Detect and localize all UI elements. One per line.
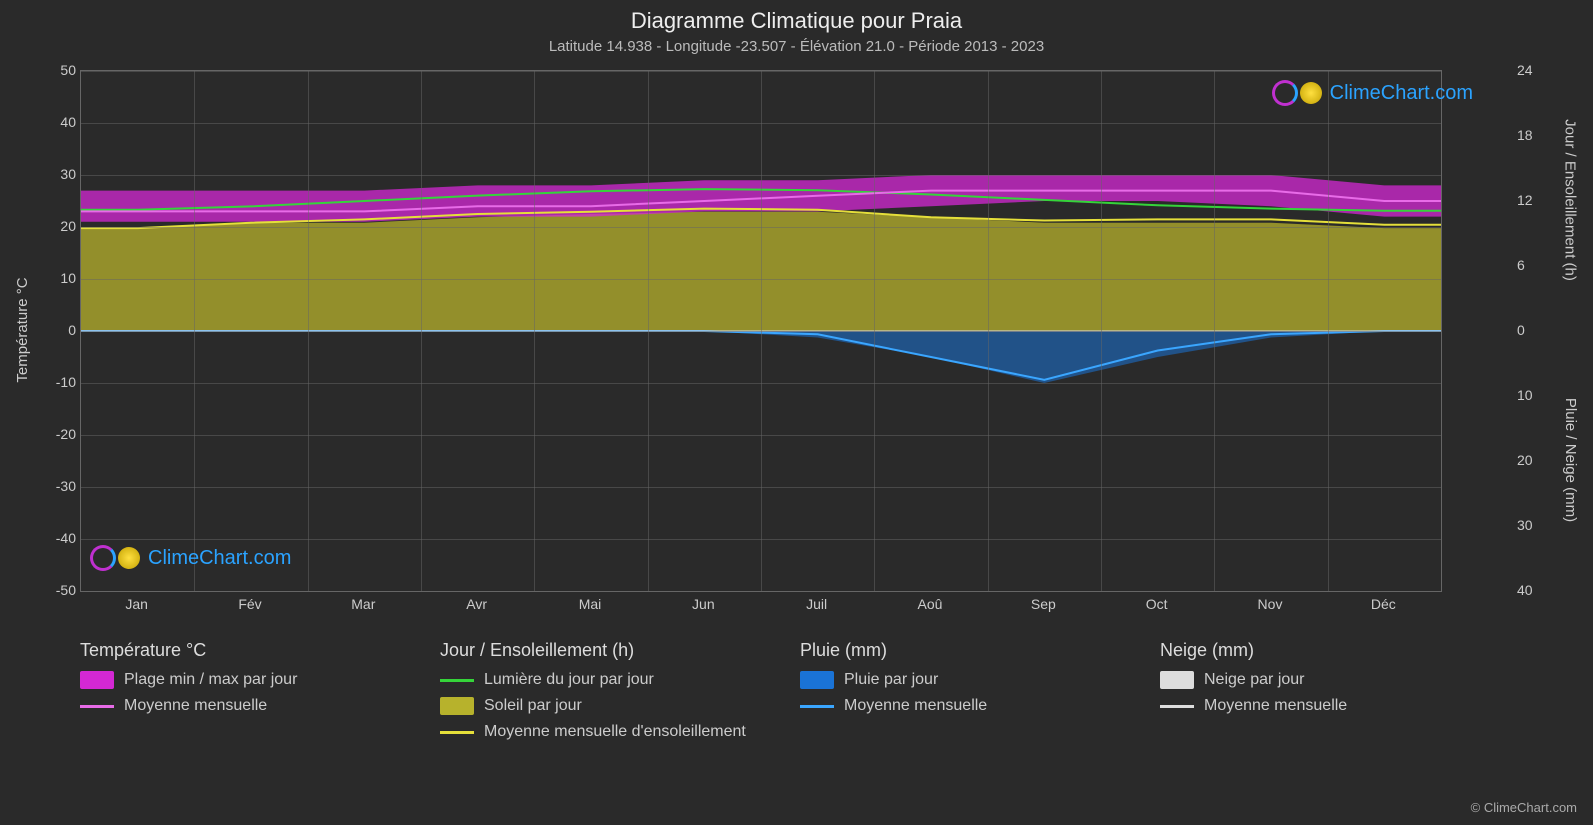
legend-column: Température °C Plage min / max par jour Mo… — [80, 640, 440, 749]
legend-label: Moyenne mensuelle — [124, 697, 267, 715]
legend-column: Jour / Ensoleillement (h) Lumière du jour… — [440, 640, 800, 749]
brand-logo-bottom: ClimeChart.com — [90, 545, 291, 571]
climate-chart: Diagramme Climatique pour Praia Latitude… — [0, 0, 1593, 825]
legend-item: Neige par jour — [1160, 671, 1520, 689]
legend-label: Pluie par jour — [844, 671, 938, 689]
ytick-left: 40 — [44, 114, 76, 130]
legend-item: Plage min / max par jour — [80, 671, 440, 689]
legend-head: Jour / Ensoleillement (h) — [440, 640, 800, 661]
legend-item: Pluie par jour — [800, 671, 1160, 689]
legend-label: Neige par jour — [1204, 671, 1305, 689]
month-label: Juil — [806, 596, 827, 612]
ytick-right-bottom: 30 — [1517, 517, 1549, 533]
ytick-right-top: 24 — [1517, 62, 1549, 78]
month-label: Fév — [238, 596, 261, 612]
plot-area — [80, 70, 1442, 592]
legend-column: Neige (mm) Neige par jour Moyenne mensuell… — [1160, 640, 1520, 749]
ytick-left: 20 — [44, 218, 76, 234]
legend-swatch — [1160, 705, 1194, 708]
legend-label: Moyenne mensuelle d'ensoleillement — [484, 723, 746, 741]
right-axis-top-title: Jour / Ensoleillement (h) — [1562, 119, 1579, 281]
legend-swatch — [440, 679, 474, 682]
ytick-right-top: 0 — [1517, 322, 1549, 338]
brand-text: ClimeChart.com — [1330, 82, 1473, 105]
ytick-left: 30 — [44, 166, 76, 182]
legend-item: Moyenne mensuelle d'ensoleillement — [440, 723, 800, 741]
legend-swatch — [800, 671, 834, 689]
ytick-left: -40 — [44, 530, 76, 546]
month-label: Mar — [351, 596, 375, 612]
ytick-right-top: 18 — [1517, 127, 1549, 143]
ytick-left: 10 — [44, 270, 76, 286]
ytick-right-bottom: 10 — [1517, 387, 1549, 403]
legend-item: Moyenne mensuelle — [800, 697, 1160, 715]
ytick-left: -30 — [44, 478, 76, 494]
month-label: Oct — [1146, 596, 1168, 612]
logo-ring-icon — [1272, 80, 1298, 106]
legend-label: Plage min / max par jour — [124, 671, 297, 689]
month-label: Mai — [579, 596, 602, 612]
legend-head: Température °C — [80, 640, 440, 661]
legend-head: Pluie (mm) — [800, 640, 1160, 661]
logo-ring-icon — [90, 545, 116, 571]
legend-swatch — [440, 697, 474, 715]
legend-swatch — [1160, 671, 1194, 689]
legend-label: Soleil par jour — [484, 697, 582, 715]
ytick-left: -10 — [44, 374, 76, 390]
logo-sun-icon — [1300, 82, 1322, 104]
legend-label: Moyenne mensuelle — [844, 697, 987, 715]
legend-column: Pluie (mm) Pluie par jour Moyenne mensuell… — [800, 640, 1160, 749]
legend-item: Moyenne mensuelle — [80, 697, 440, 715]
ytick-left: 50 — [44, 62, 76, 78]
legend-head: Neige (mm) — [1160, 640, 1520, 661]
month-label: Avr — [466, 596, 487, 612]
ytick-right-top: 12 — [1517, 192, 1549, 208]
legend: Température °C Plage min / max par jour Mo… — [80, 640, 1520, 749]
ytick-right-bottom: 40 — [1517, 582, 1549, 598]
month-label: Déc — [1371, 596, 1396, 612]
legend-label: Moyenne mensuelle — [1204, 697, 1347, 715]
legend-item: Lumière du jour par jour — [440, 671, 800, 689]
legend-label: Lumière du jour par jour — [484, 671, 654, 689]
ytick-right-top: 6 — [1517, 257, 1549, 273]
legend-item: Moyenne mensuelle — [1160, 697, 1520, 715]
month-label: Jan — [125, 596, 148, 612]
right-axis-bottom-title: Pluie / Neige (mm) — [1562, 398, 1579, 522]
ytick-left: -50 — [44, 582, 76, 598]
legend-swatch — [80, 705, 114, 708]
month-label: Aoû — [918, 596, 943, 612]
month-label: Nov — [1258, 596, 1283, 612]
ytick-left: 0 — [44, 322, 76, 338]
ytick-right-bottom: 20 — [1517, 452, 1549, 468]
chart-subtitle: Latitude 14.938 - Longitude -23.507 - Él… — [0, 34, 1593, 55]
month-label: Sep — [1031, 596, 1056, 612]
legend-swatch — [440, 731, 474, 734]
legend-item: Soleil par jour — [440, 697, 800, 715]
credit-text: © ClimeChart.com — [1471, 800, 1577, 815]
logo-sun-icon — [118, 547, 140, 569]
month-label: Jun — [692, 596, 715, 612]
brand-logo-top: ClimeChart.com — [1272, 80, 1473, 106]
legend-swatch — [800, 705, 834, 708]
chart-title: Diagramme Climatique pour Praia — [0, 0, 1593, 34]
left-axis-title: Température °C — [14, 277, 31, 382]
ytick-left: -20 — [44, 426, 76, 442]
legend-swatch — [80, 671, 114, 689]
brand-text: ClimeChart.com — [148, 547, 291, 570]
